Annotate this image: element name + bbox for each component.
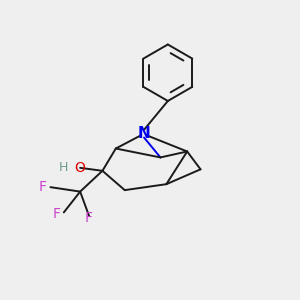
Text: F: F	[85, 212, 93, 225]
Text: F: F	[39, 180, 47, 194]
Text: O: O	[75, 161, 86, 175]
Text: F: F	[52, 207, 60, 221]
Text: H: H	[59, 161, 68, 174]
Text: N: N	[138, 126, 150, 141]
